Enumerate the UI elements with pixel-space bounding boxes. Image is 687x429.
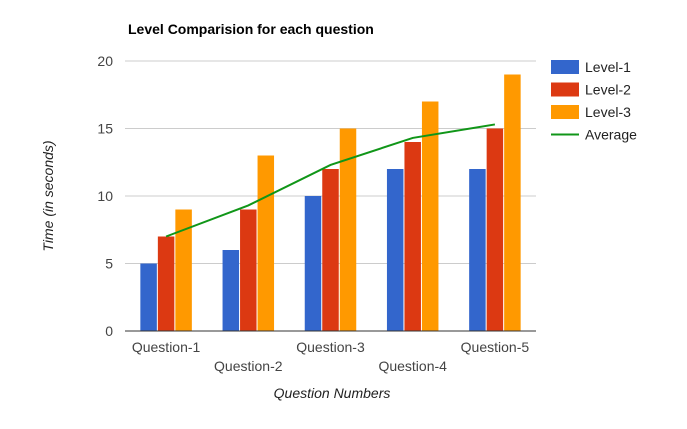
legend: Level-1 Level-2 Level-3 Average — [551, 59, 637, 143]
bar-level-3-question-3 — [339, 128, 357, 331]
bar-level-2-question-1 — [157, 236, 175, 331]
x-tick-label: Question-3 — [296, 339, 365, 355]
chart-title: Level Comparision for each question — [128, 21, 374, 37]
bar-level-1-question-4 — [386, 169, 404, 331]
y-axis-title: Time (in seconds) — [40, 140, 56, 251]
x-tick-label: Question-4 — [378, 358, 447, 374]
y-tick-label: 10 — [97, 188, 113, 204]
average-line — [165, 123, 496, 238]
bar-level-3-question-4 — [421, 101, 439, 331]
y-tick-label: 0 — [105, 323, 113, 339]
legend-label-level-2: Level-2 — [585, 82, 631, 98]
bar-level-2-question-2 — [240, 209, 257, 331]
y-tick-label: 5 — [105, 256, 113, 272]
bars — [140, 74, 521, 331]
x-axis-title: Question Numbers — [274, 385, 391, 401]
legend-label-average: Average — [585, 127, 637, 143]
x-tick-label: Question-1 — [132, 339, 201, 355]
y-tick-label: 20 — [97, 53, 113, 69]
bar-level-1-question-3 — [304, 196, 322, 331]
bar-level-3-question-5 — [504, 74, 521, 331]
y-tick-labels: 0 5 10 15 20 — [97, 53, 113, 339]
bar-level-1-question-5 — [469, 169, 486, 331]
line-average — [165, 123, 496, 238]
bar-level-1-question-1 — [140, 263, 157, 331]
bar-level-3-question-1 — [175, 209, 192, 331]
legend-label-level-3: Level-3 — [585, 104, 631, 120]
bar-level-3-question-2 — [257, 155, 275, 331]
legend-swatch-level-3 — [551, 105, 579, 119]
legend-swatch-level-1 — [551, 60, 579, 74]
x-tick-label: Question-5 — [461, 339, 530, 355]
bar-level-2-question-5 — [486, 128, 504, 331]
legend-swatch-level-2 — [551, 82, 579, 97]
bar-level-2-question-3 — [322, 169, 339, 331]
legend-label-level-1: Level-1 — [585, 59, 631, 75]
x-tick-label: Question-2 — [214, 358, 283, 374]
bar-level-1-question-2 — [222, 250, 240, 331]
x-tick-labels: Question-1 Question-2 Question-3 Question-4… — [132, 339, 529, 374]
bar-level-2-question-4 — [404, 142, 421, 331]
y-tick-label: 15 — [97, 121, 113, 137]
